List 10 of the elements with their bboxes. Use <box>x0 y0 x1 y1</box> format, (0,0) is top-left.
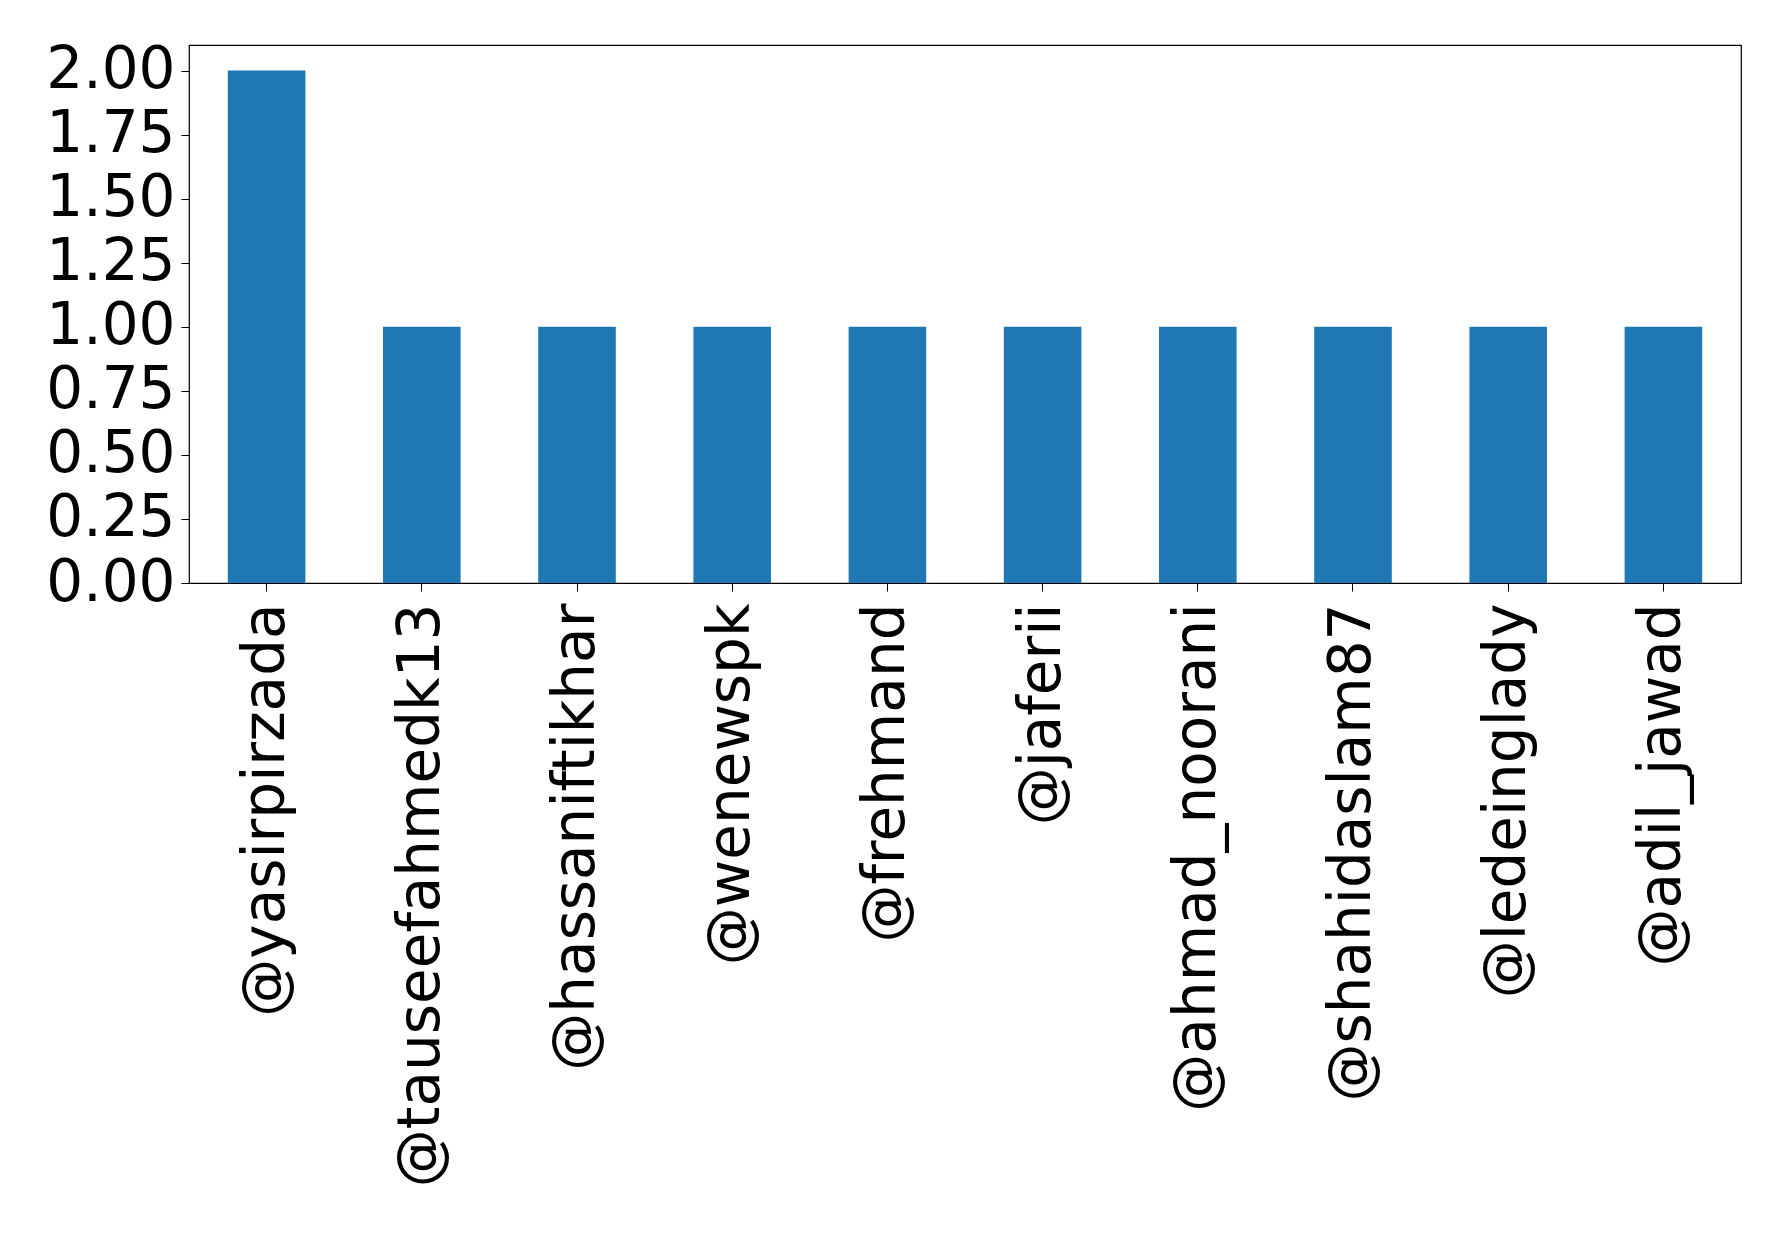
x-tick-label: @wenewspk <box>695 603 764 966</box>
x-tick-label: @yasirpirzada <box>229 603 298 1017</box>
x-tick-label: @frehmand <box>850 603 919 943</box>
x-tick-label: @shahidaslam87 <box>1316 603 1384 1102</box>
x-tick-label: @hassaniftikhar <box>540 603 608 1071</box>
x-tick-label: @jaferii <box>1005 603 1074 826</box>
x-tick-label: @ahmad_noorani <box>1160 603 1229 1112</box>
x-tick-label: @ledeinglady <box>1471 603 1540 999</box>
x-tick-label: @tauseefahmedk13 <box>384 603 453 1188</box>
x-tick-label: @adil_jawad <box>1626 603 1695 967</box>
